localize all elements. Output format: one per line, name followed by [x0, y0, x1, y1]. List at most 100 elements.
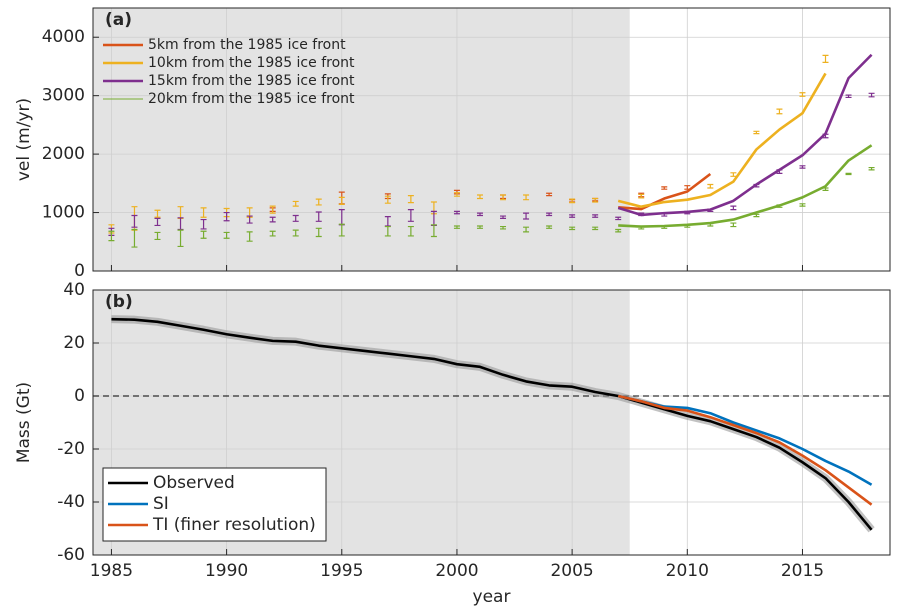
legend-label: 20km from the 1985 ice front — [148, 91, 355, 107]
error-bar — [453, 225, 460, 229]
error-bar — [868, 92, 875, 98]
error-bar — [338, 196, 345, 205]
legend-label: 10km from the 1985 ice front — [148, 55, 355, 71]
y-tick-label: -60 — [57, 545, 85, 565]
x-tick-label: 1990 — [205, 561, 248, 581]
error-bar — [476, 212, 483, 217]
error-bar — [799, 165, 806, 169]
error-bar — [108, 230, 115, 242]
error-bar — [592, 214, 599, 218]
legend-label: Observed — [153, 473, 235, 493]
error-bar — [546, 192, 553, 197]
error-bar — [246, 215, 253, 224]
y-tick-label: -40 — [57, 492, 85, 512]
y-axis-label: vel (m/yr) — [14, 98, 34, 181]
error-bar — [292, 214, 299, 222]
error-bar — [200, 207, 207, 218]
error-bar — [799, 203, 806, 207]
axes-box — [92, 7, 891, 272]
error-bar — [730, 172, 737, 177]
error-bar — [546, 225, 553, 229]
x-tick-label: 2000 — [435, 561, 478, 581]
error-bar — [753, 130, 760, 135]
y-tick-label: 40 — [63, 280, 85, 300]
error-bar — [131, 228, 138, 248]
error-bar — [453, 210, 460, 215]
error-bar — [500, 225, 507, 230]
error-bar — [269, 216, 276, 223]
y-tick-label: 0 — [74, 261, 85, 281]
error-bar — [384, 195, 391, 204]
error-bar — [154, 209, 161, 218]
error-bar — [615, 216, 622, 221]
error-bar — [776, 108, 783, 115]
error-bar — [338, 223, 345, 237]
error-bar — [615, 228, 622, 233]
error-bar — [223, 231, 230, 239]
error-bar — [154, 231, 161, 241]
y-tick-label: 3000 — [42, 86, 85, 106]
error-bar — [269, 230, 276, 237]
error-bar — [661, 186, 668, 190]
error-bar — [407, 225, 414, 237]
error-bar — [707, 183, 714, 189]
x-tick-label: 1995 — [320, 561, 363, 581]
error-bar — [799, 92, 806, 97]
error-bar — [592, 226, 599, 231]
axes-box — [92, 289, 891, 556]
error-bar — [868, 166, 875, 171]
error-bar — [476, 194, 483, 200]
y-tick-label: 2000 — [42, 144, 85, 164]
error-bar — [730, 205, 737, 211]
error-bar — [315, 211, 322, 222]
y-tick-label: 1000 — [42, 203, 85, 223]
error-bar — [223, 211, 230, 222]
y-tick-label: 0 — [74, 386, 85, 406]
legend-label: SI — [153, 494, 169, 514]
y-axis-label: Mass (Gt) — [14, 382, 34, 463]
x-axis-label: year — [473, 587, 511, 607]
error-bar — [569, 226, 576, 231]
shaded-span — [93, 8, 630, 271]
panel-label: (b) — [105, 292, 133, 312]
series-line — [617, 394, 873, 506]
error-bar — [315, 198, 322, 206]
error-bar — [822, 54, 829, 63]
error-bar — [523, 226, 530, 233]
error-bar — [430, 224, 437, 238]
error-bar — [500, 215, 507, 219]
series-line — [617, 53, 873, 217]
error-bar — [453, 192, 460, 197]
legend-label: TI (finer resolution) — [152, 515, 316, 535]
error-bar — [200, 218, 207, 230]
error-bar — [730, 222, 737, 228]
error-bar — [638, 193, 645, 199]
error-bar — [592, 197, 599, 203]
error-bar — [292, 229, 299, 237]
error-bar — [845, 172, 852, 176]
series-line — [617, 72, 827, 209]
error-bar — [154, 217, 161, 227]
error-bar — [407, 195, 414, 204]
y-tick-label: 4000 — [42, 27, 85, 47]
error-bar — [569, 198, 576, 204]
series-line — [618, 172, 712, 211]
error-bar — [200, 230, 207, 239]
error-bar — [131, 214, 138, 228]
error-bar — [177, 229, 184, 248]
y-tick-label: 20 — [63, 333, 85, 353]
x-tick-label: 2010 — [666, 561, 709, 581]
error-bar — [269, 205, 276, 214]
series-line — [111, 317, 873, 531]
error-bar — [845, 94, 852, 99]
error-bar — [246, 231, 253, 242]
legend-label: 5km from the 1985 ice front — [148, 37, 346, 53]
legend-label: 15km from the 1985 ice front — [148, 73, 355, 89]
error-bar — [500, 194, 507, 201]
error-bar — [569, 214, 576, 218]
error-bar — [292, 200, 299, 207]
error-bar — [476, 225, 483, 229]
x-tick-label: 1985 — [90, 561, 133, 581]
x-tick-label: 2015 — [781, 561, 824, 581]
